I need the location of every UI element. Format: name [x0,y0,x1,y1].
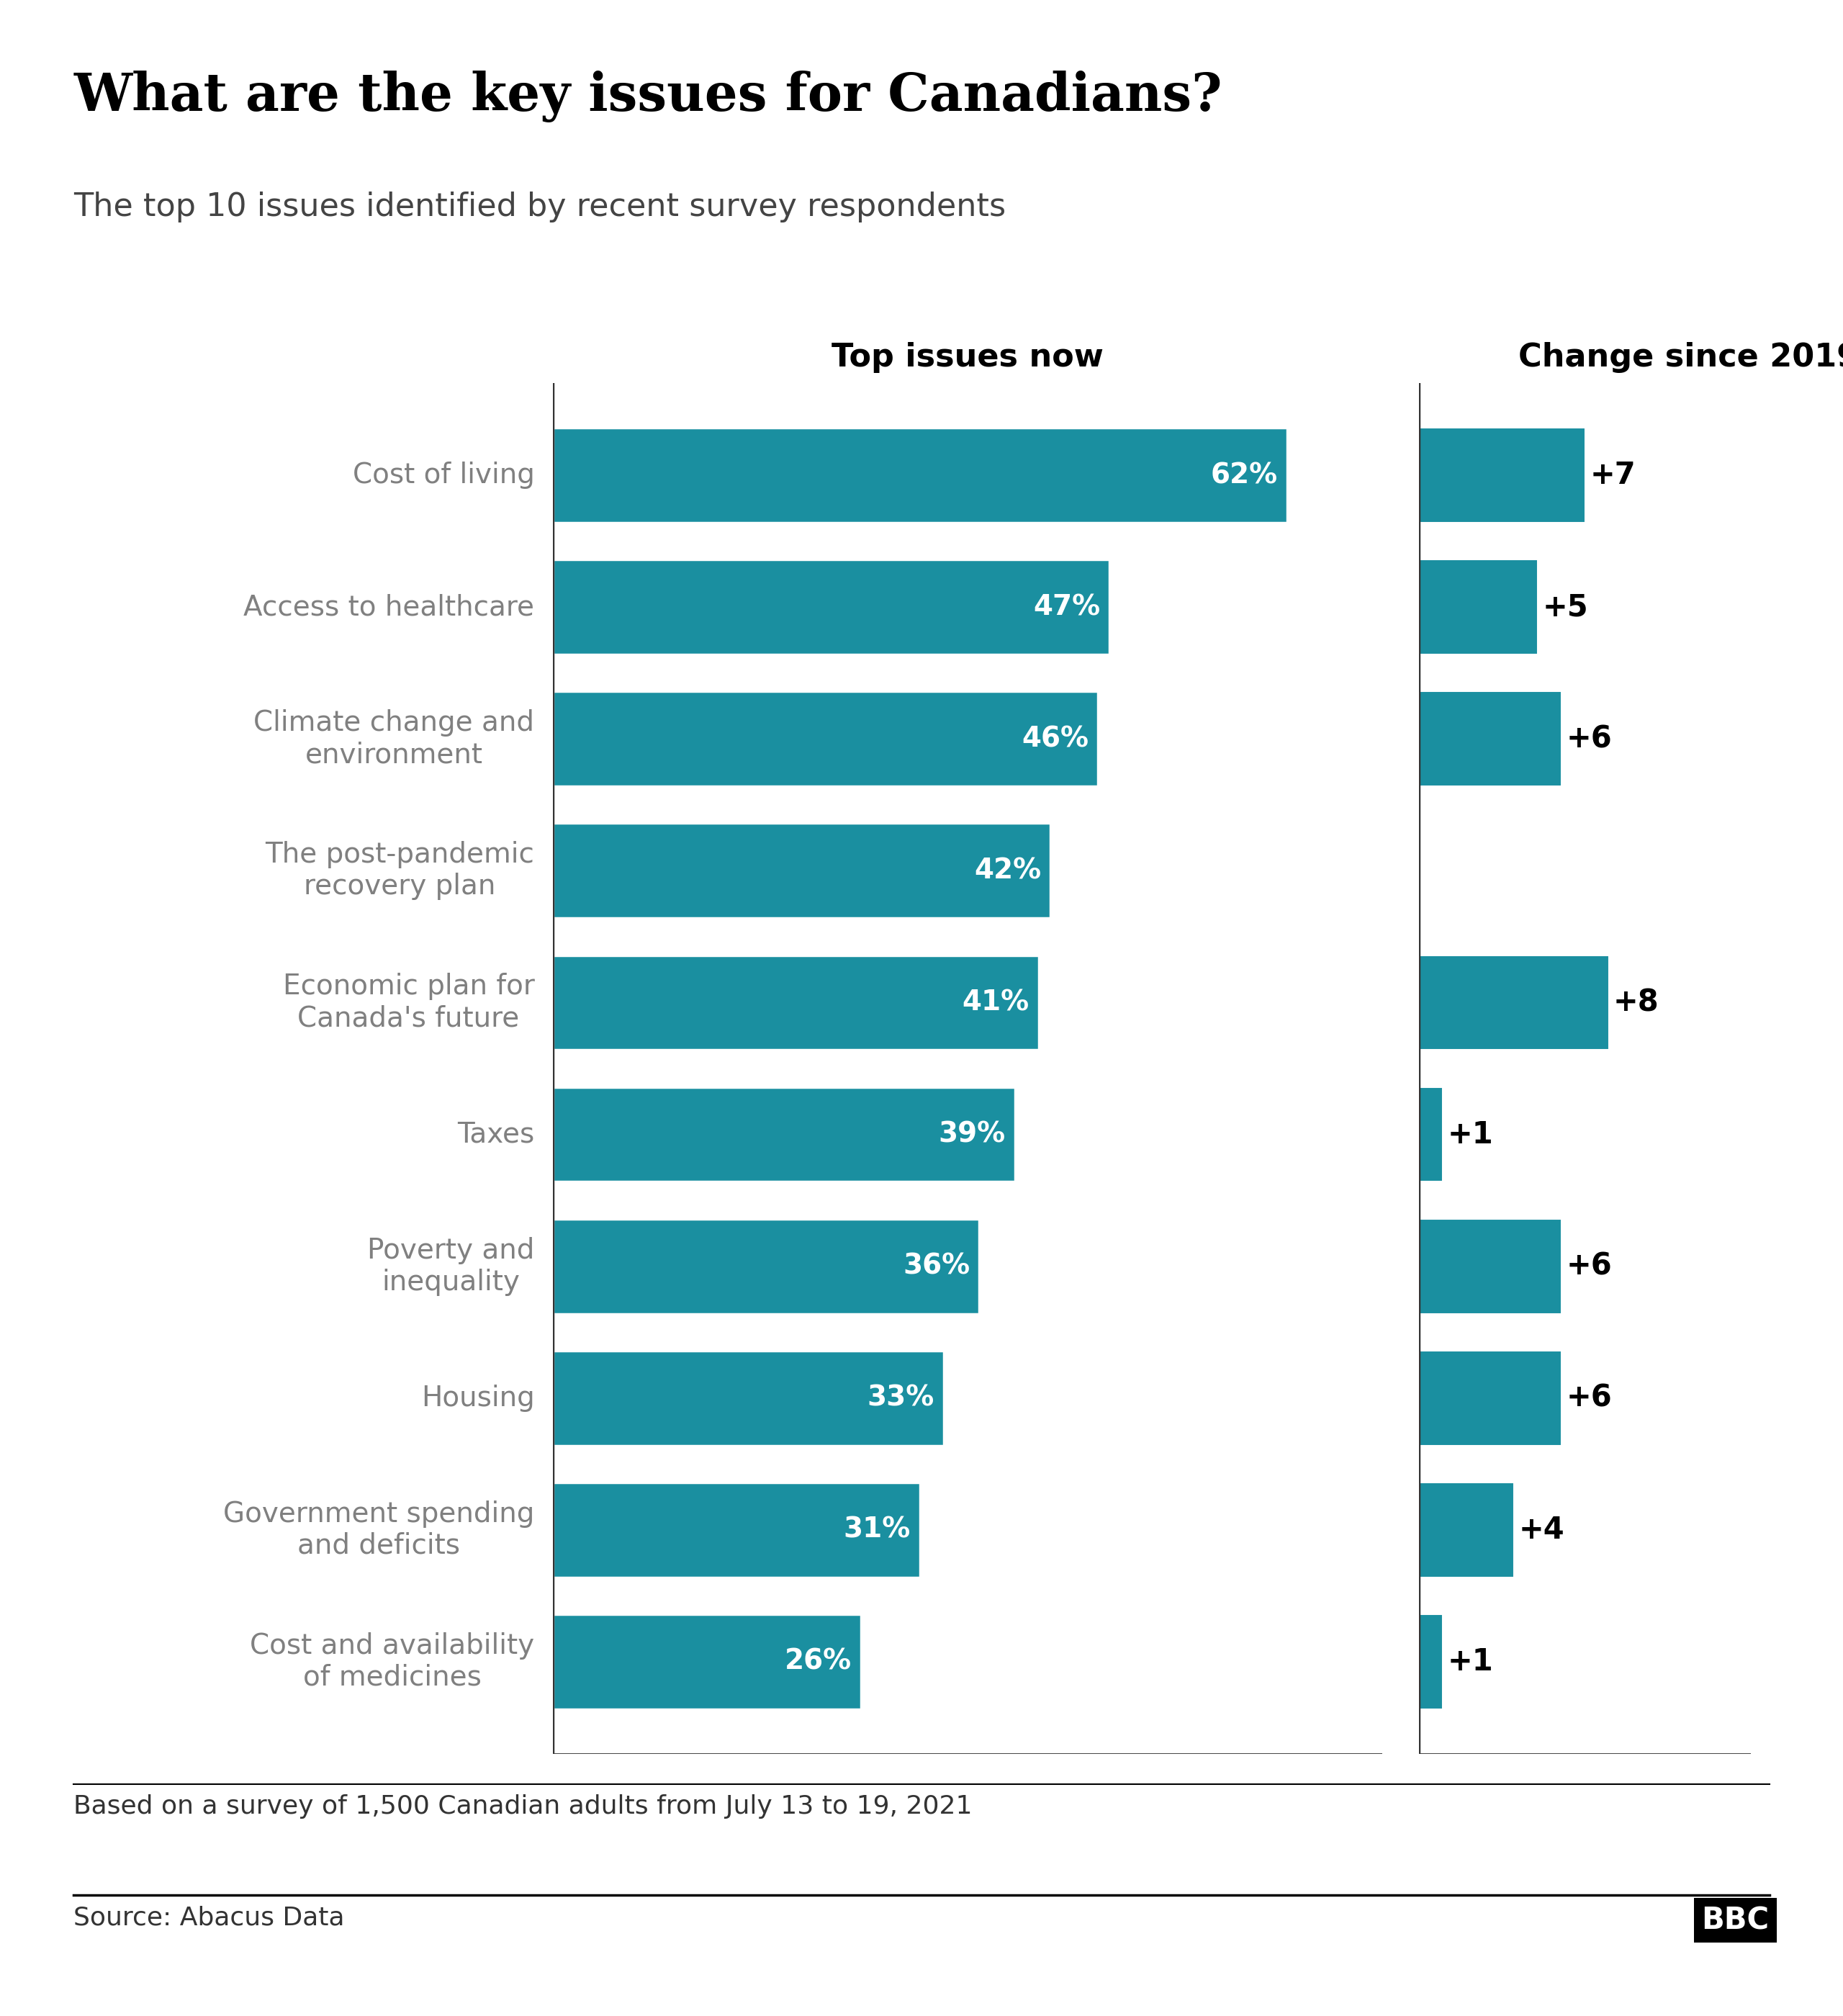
Text: +1: +1 [1447,1119,1493,1149]
Text: 26%: 26% [785,1647,851,1675]
Text: Poverty and
inequality: Poverty and inequality [367,1236,534,1296]
Text: +1: +1 [1447,1647,1493,1677]
Text: +6: +6 [1567,1383,1613,1413]
Text: 42%: 42% [973,857,1041,885]
Text: +6: +6 [1567,724,1613,754]
Text: 41%: 41% [962,990,1028,1016]
Text: 33%: 33% [868,1385,934,1411]
Bar [1419,1351,1561,1445]
Text: Top issues now: Top issues now [831,343,1104,373]
Text: Based on a survey of 1,500 Canadian adults from July 13 to 19, 2021: Based on a survey of 1,500 Canadian adul… [74,1794,973,1818]
Text: Access to healthcare: Access to healthcare [243,593,534,621]
Text: Economic plan for
Canada's future: Economic plan for Canada's future [282,974,534,1032]
Text: 36%: 36% [903,1252,969,1280]
Bar [1419,427,1585,522]
Bar [1419,691,1561,786]
Text: Climate change and
environment: Climate change and environment [254,710,534,768]
Bar [553,1482,920,1577]
Text: Change since 2019: Change since 2019 [1519,343,1843,373]
Bar [1419,1482,1513,1577]
Text: +8: +8 [1613,988,1659,1018]
Bar [1419,956,1609,1050]
Bar [1419,1615,1443,1710]
Text: Taxes: Taxes [457,1121,534,1147]
Bar [553,427,1288,522]
Text: 47%: 47% [1034,593,1100,621]
Text: +6: +6 [1567,1252,1613,1282]
Text: Source: Abacus Data: Source: Abacus Data [74,1905,345,1929]
Bar [1419,1220,1561,1314]
Bar [553,823,1051,917]
Bar [1419,1087,1443,1181]
Text: The post-pandemic
recovery plan: The post-pandemic recovery plan [265,841,534,901]
Bar [553,1351,944,1445]
Text: +7: +7 [1591,460,1635,490]
Text: The top 10 issues identified by recent survey respondents: The top 10 issues identified by recent s… [74,192,1006,222]
Bar [553,1615,861,1710]
Bar [553,560,1109,655]
Text: +5: +5 [1543,593,1589,623]
Bar [1419,560,1537,655]
Text: What are the key issues for Canadians?: What are the key issues for Canadians? [74,71,1222,123]
Text: 46%: 46% [1021,726,1089,752]
Text: 62%: 62% [1211,462,1277,490]
Text: Housing: Housing [420,1385,534,1411]
Text: Cost of living: Cost of living [352,462,534,490]
Text: 39%: 39% [938,1121,1006,1147]
Text: BBC: BBC [1701,1905,1769,1935]
Bar [553,1220,979,1314]
Text: Government spending
and deficits: Government spending and deficits [223,1500,534,1558]
Bar [553,956,1039,1050]
Text: Cost and availability
of medicines: Cost and availability of medicines [251,1633,534,1691]
Text: +4: +4 [1519,1514,1565,1544]
Bar [553,691,1098,786]
Bar [553,1087,1015,1181]
Text: 31%: 31% [844,1516,910,1544]
